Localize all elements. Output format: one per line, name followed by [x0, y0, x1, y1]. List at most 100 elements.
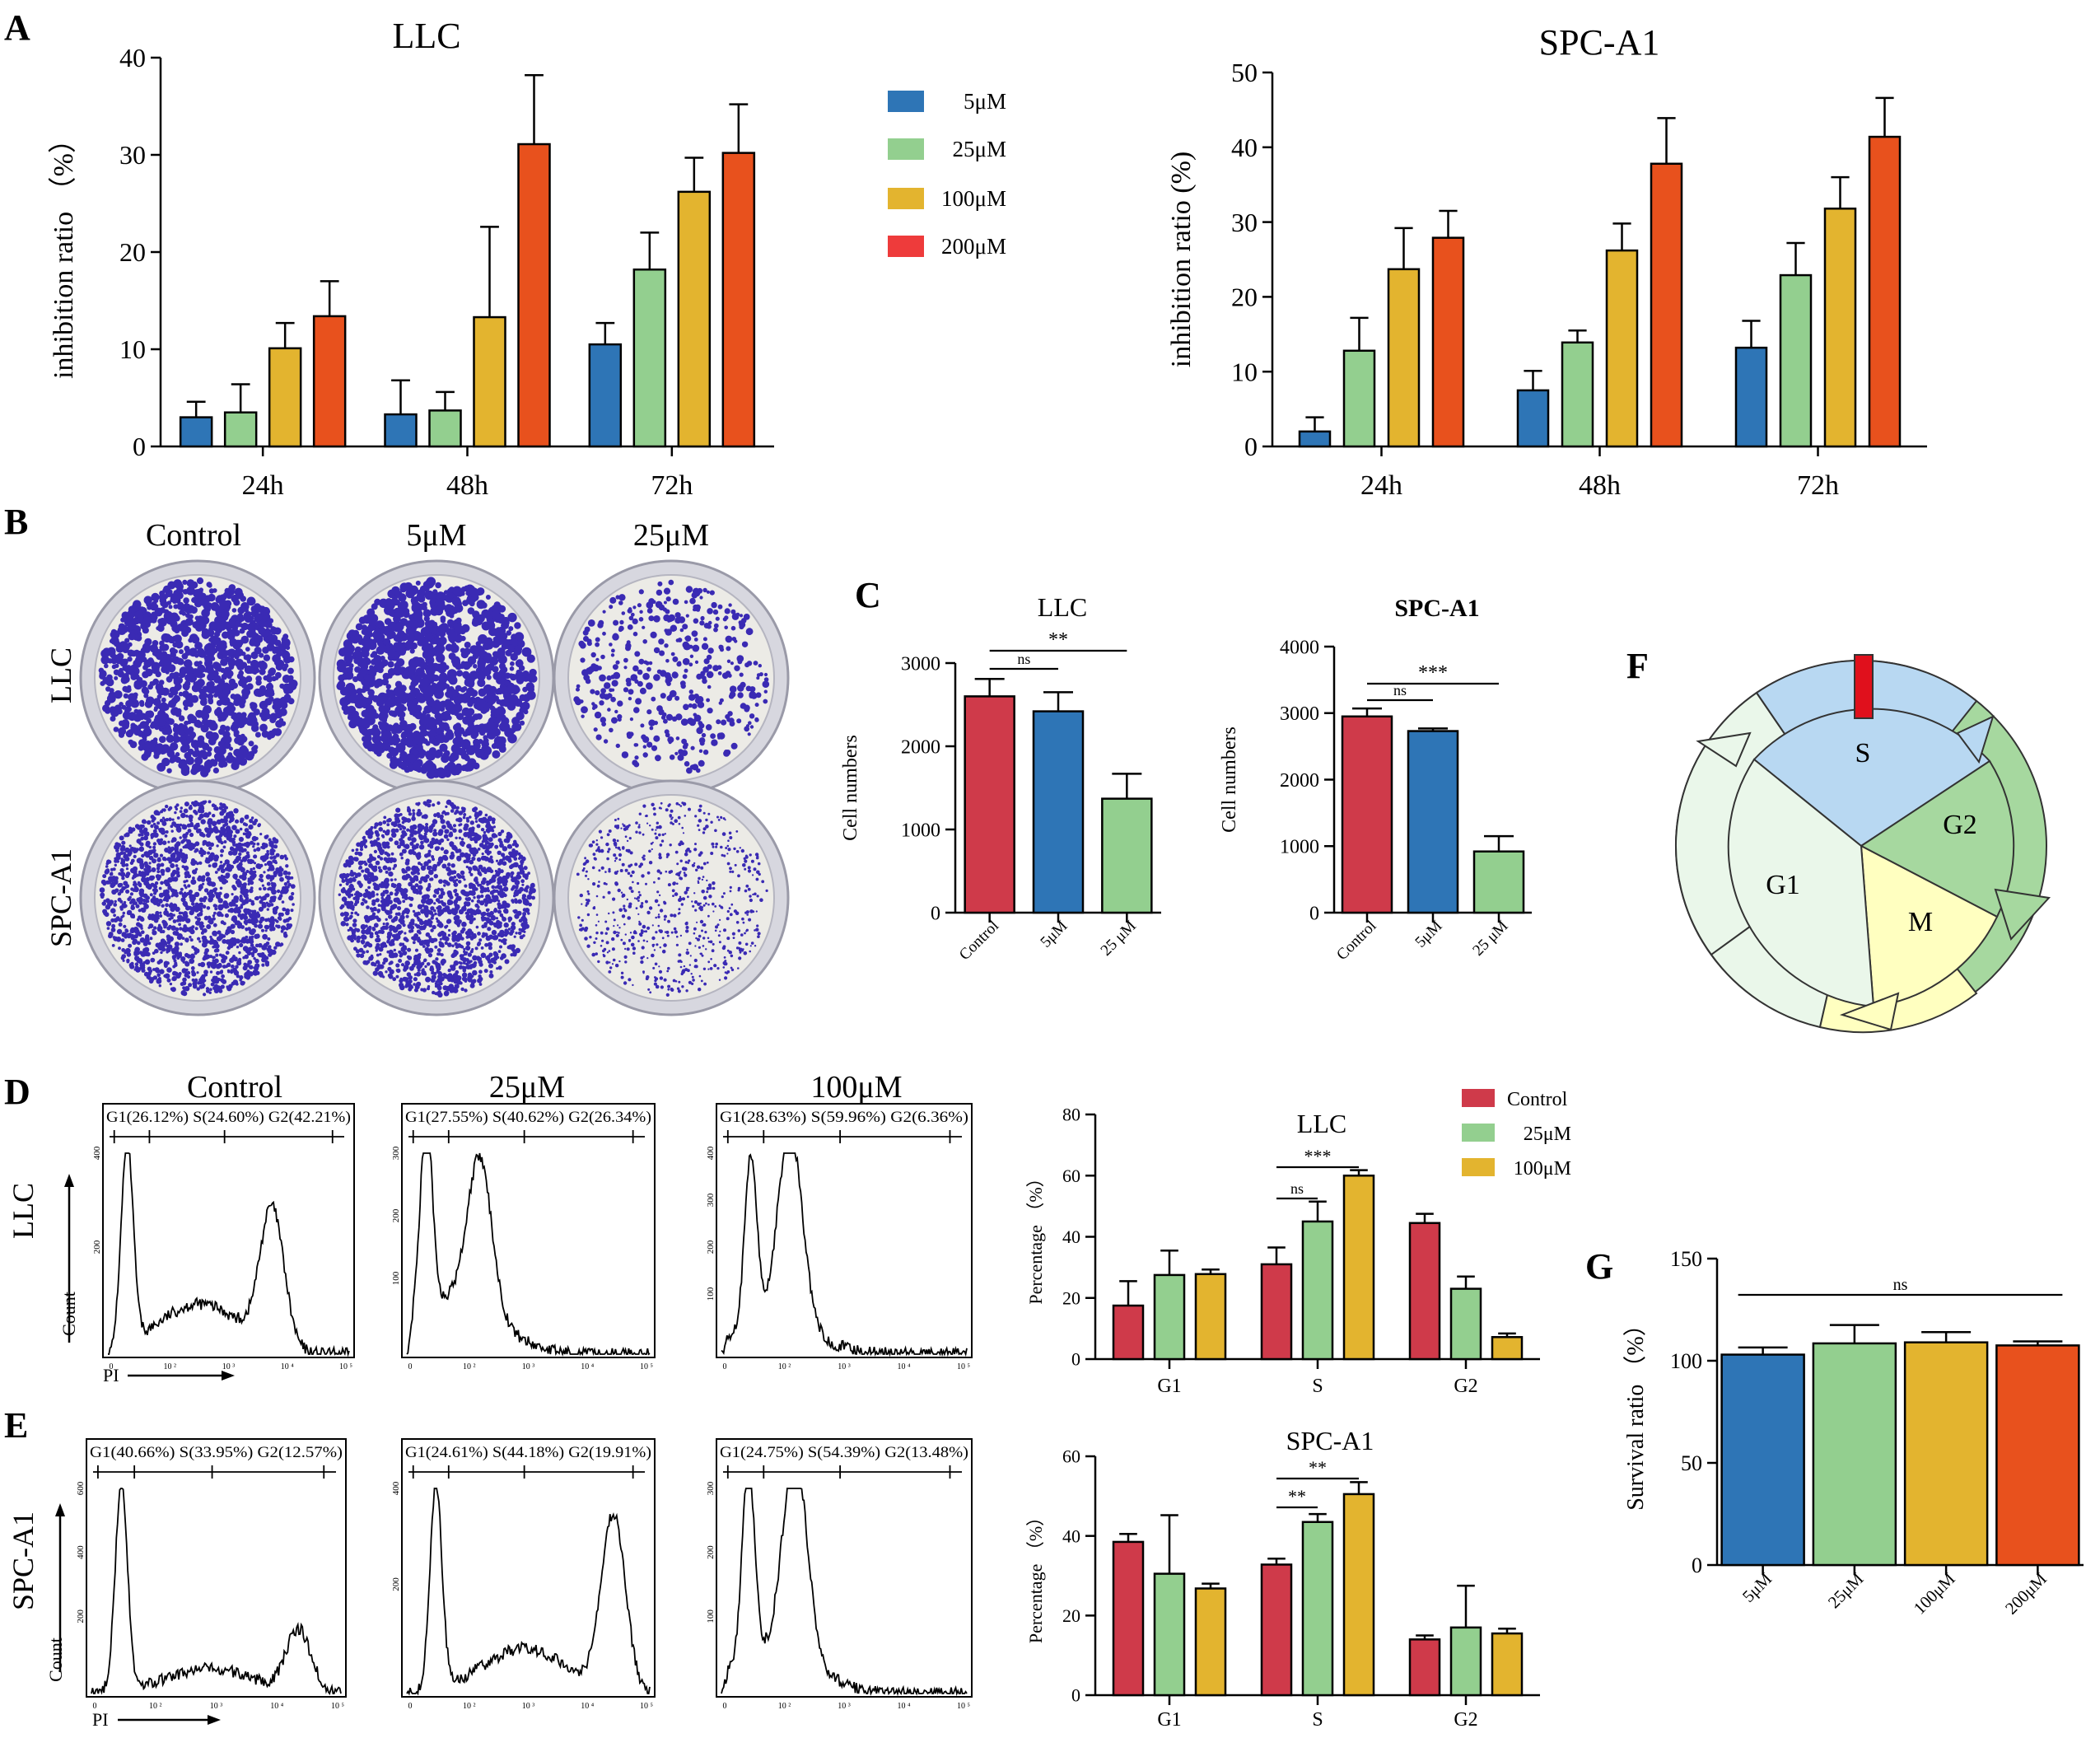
colony-dot — [188, 927, 194, 932]
colony-dot — [130, 927, 136, 932]
colony-dot — [156, 821, 161, 825]
colony-dot — [446, 703, 455, 712]
colony-dot — [275, 663, 283, 671]
colony-dot — [189, 633, 198, 642]
colony-dot — [158, 892, 164, 898]
colony-dot — [615, 743, 620, 749]
colony-dot — [516, 639, 522, 645]
colony-dot — [412, 731, 421, 739]
colony-dot — [203, 812, 208, 818]
bar — [721, 152, 756, 448]
colony-dot — [646, 709, 652, 715]
sig-ns-label: ns — [1393, 682, 1407, 698]
colony-dot — [200, 769, 209, 778]
y-axis-label: Survival ratio （%） — [1622, 1313, 1649, 1511]
colony-dot — [171, 976, 177, 982]
colony-dot — [166, 768, 172, 773]
colony-dot — [706, 590, 711, 594]
colony-dot — [232, 955, 236, 958]
colony-dot — [343, 653, 353, 664]
colony-dot — [656, 705, 663, 712]
colony-dot — [269, 856, 273, 860]
colony-dot — [228, 664, 235, 670]
colony-dot — [713, 627, 718, 633]
colony-dot — [134, 956, 140, 962]
colony-dot — [440, 618, 446, 624]
colony-dot — [258, 823, 261, 827]
colony-dot — [376, 893, 379, 896]
colony-dot — [420, 661, 428, 670]
colony-dot — [739, 614, 744, 618]
colony-dot — [436, 605, 442, 611]
colony-dot — [221, 610, 230, 619]
colony-dot — [259, 878, 264, 882]
colony-dot — [114, 690, 123, 699]
colony-dot — [420, 672, 427, 679]
colony-dot — [184, 720, 189, 726]
colony-dot — [498, 605, 506, 613]
y-tick-label: 0 — [1692, 1553, 1702, 1577]
colony-dot — [247, 713, 256, 722]
colony-dot — [208, 889, 214, 895]
colony-dot — [218, 864, 224, 870]
colony-dot — [173, 959, 177, 963]
colony-dot — [172, 891, 175, 895]
colony-dot — [170, 987, 175, 992]
colony-dot — [282, 907, 287, 912]
colony-dot — [200, 819, 206, 825]
colony-dot — [241, 875, 247, 881]
colony-dot — [247, 877, 250, 881]
colony-dot — [272, 837, 277, 842]
colony-dot — [141, 876, 147, 883]
colony-dot — [194, 746, 199, 751]
colony-dot — [375, 678, 384, 687]
colony-dot — [682, 674, 688, 680]
colony-dot — [273, 946, 278, 950]
colony-dot — [144, 725, 151, 731]
colony-dot — [280, 701, 288, 709]
colony-dot — [699, 596, 703, 600]
colony-dot — [124, 928, 128, 932]
colony-dot — [148, 743, 156, 750]
bar — [428, 409, 462, 448]
colony-dot — [198, 887, 202, 891]
colony-dot — [441, 825, 446, 829]
colony-dot — [245, 815, 250, 818]
colony-dot — [215, 904, 218, 908]
bar — [1194, 1587, 1227, 1697]
y-axis-label: Percentage （%） — [1025, 1508, 1046, 1643]
colony-dot — [366, 608, 376, 617]
colony-dot — [115, 937, 122, 942]
colony-dot — [152, 845, 156, 849]
colony-dot — [274, 675, 279, 680]
colony-dot — [387, 624, 393, 629]
colony-dot — [186, 586, 195, 596]
bar — [1561, 341, 1594, 448]
colony-dot — [728, 603, 732, 607]
colony-dot — [133, 850, 137, 854]
colony-dot — [693, 638, 698, 642]
colony-dot — [464, 642, 471, 648]
colony-dot — [428, 730, 436, 738]
legend-label-25um: 25μM — [953, 137, 1006, 161]
colony-dot — [206, 602, 212, 608]
colony-dot — [132, 940, 136, 943]
colony-dot — [508, 626, 514, 632]
colony-dot — [150, 723, 156, 729]
colony-dot — [594, 711, 602, 719]
colony-dot — [387, 661, 394, 668]
colony-dot — [121, 861, 125, 865]
colony-dot — [196, 862, 199, 866]
colony-dot — [606, 675, 612, 681]
colony-dot — [281, 900, 285, 904]
colony-dot — [147, 966, 152, 971]
colony-dot — [119, 899, 124, 904]
sig-stars-2-label: ** — [1309, 1457, 1327, 1478]
colony-dot — [180, 853, 186, 858]
bar — [1101, 797, 1153, 914]
bar — [384, 413, 418, 448]
colony-dot — [719, 698, 724, 703]
bar — [1342, 1493, 1375, 1697]
colony-dot — [481, 853, 484, 856]
